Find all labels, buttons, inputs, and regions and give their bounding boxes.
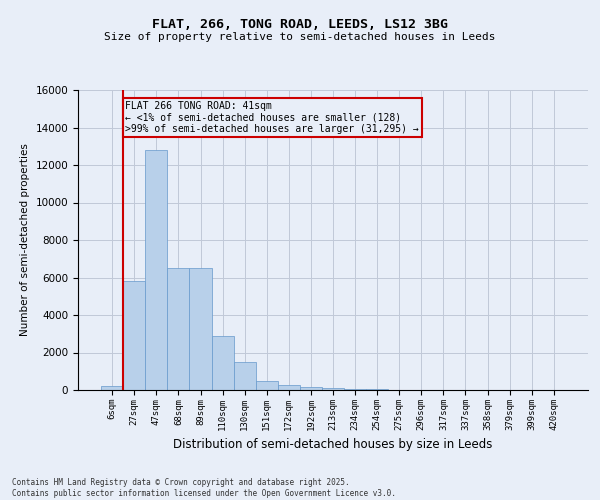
- Bar: [278, 385, 300, 390]
- Bar: [145, 150, 167, 390]
- Text: FLAT, 266, TONG ROAD, LEEDS, LS12 3BG: FLAT, 266, TONG ROAD, LEEDS, LS12 3BG: [152, 18, 448, 30]
- X-axis label: Distribution of semi-detached houses by size in Leeds: Distribution of semi-detached houses by …: [173, 438, 493, 451]
- Text: FLAT 266 TONG ROAD: 41sqm
← <1% of semi-detached houses are smaller (128)
>99% o: FLAT 266 TONG ROAD: 41sqm ← <1% of semi-…: [125, 101, 419, 134]
- Bar: [344, 388, 366, 390]
- Y-axis label: Number of semi-detached properties: Number of semi-detached properties: [20, 144, 30, 336]
- Bar: [300, 386, 322, 390]
- Text: Contains HM Land Registry data © Crown copyright and database right 2025.
Contai: Contains HM Land Registry data © Crown c…: [12, 478, 396, 498]
- Bar: [212, 336, 233, 390]
- Bar: [322, 388, 344, 390]
- Bar: [167, 268, 190, 390]
- Bar: [123, 281, 145, 390]
- Bar: [233, 362, 256, 390]
- Bar: [101, 386, 123, 390]
- Bar: [366, 389, 388, 390]
- Bar: [190, 268, 212, 390]
- Bar: [256, 380, 278, 390]
- Text: Size of property relative to semi-detached houses in Leeds: Size of property relative to semi-detach…: [104, 32, 496, 42]
